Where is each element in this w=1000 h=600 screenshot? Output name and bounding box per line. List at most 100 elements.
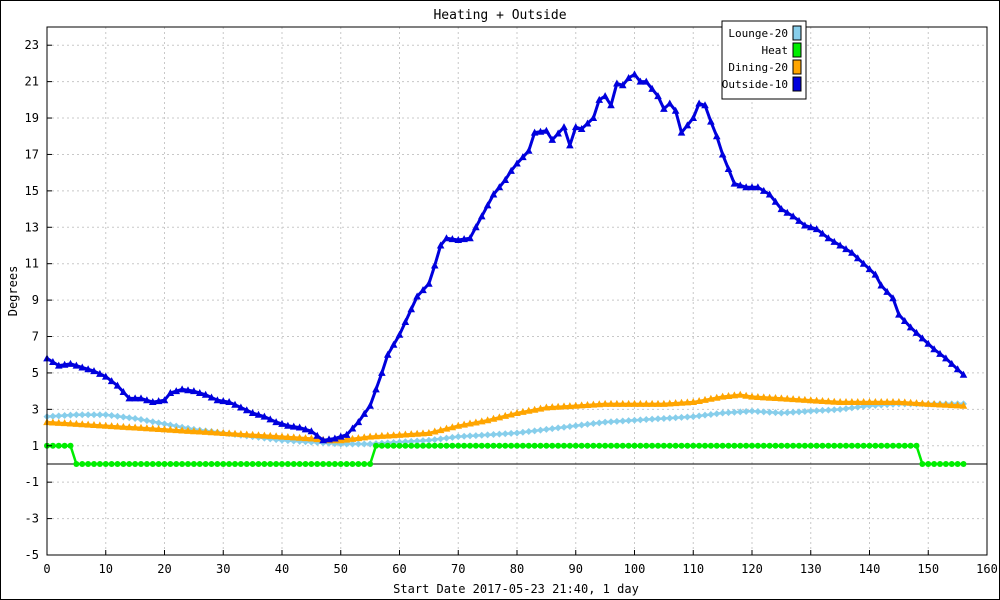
data-point xyxy=(483,416,492,424)
data-point xyxy=(307,427,316,435)
data-point xyxy=(460,432,468,440)
data-point xyxy=(812,396,821,404)
data-point xyxy=(713,410,721,418)
data-point xyxy=(143,417,151,425)
data-point xyxy=(148,424,157,432)
data-point xyxy=(777,394,786,402)
data-point xyxy=(548,403,557,411)
data-point xyxy=(566,402,574,410)
data-point xyxy=(272,432,280,440)
data-point xyxy=(542,425,550,433)
data-point xyxy=(519,407,527,415)
data-point xyxy=(232,460,238,467)
data-point xyxy=(730,408,738,416)
data-point xyxy=(108,460,115,467)
data-point xyxy=(578,442,585,449)
data-point xyxy=(601,399,609,407)
data-point xyxy=(707,117,715,125)
data-point xyxy=(137,394,145,402)
data-point xyxy=(642,77,651,85)
data-point xyxy=(654,92,662,100)
data-point xyxy=(672,414,680,422)
data-point xyxy=(430,261,439,269)
x-tick-label: 30 xyxy=(216,562,230,576)
data-point xyxy=(378,431,386,439)
data-point xyxy=(936,400,944,408)
data-point xyxy=(595,419,603,427)
data-point xyxy=(149,460,156,467)
data-point xyxy=(96,369,104,377)
data-point xyxy=(953,401,962,409)
data-point xyxy=(895,398,903,406)
data-point xyxy=(754,392,762,400)
y-tick-label: -3 xyxy=(25,512,39,526)
data-point xyxy=(643,442,650,449)
data-point xyxy=(613,399,621,407)
data-point xyxy=(448,423,457,431)
data-point xyxy=(495,183,504,191)
data-point xyxy=(295,433,304,441)
legend-label: Dining-20 xyxy=(728,61,788,74)
data-point xyxy=(924,399,933,407)
data-point xyxy=(807,407,815,415)
data-point xyxy=(672,442,679,449)
data-point xyxy=(190,460,197,467)
data-point xyxy=(736,408,744,416)
data-point xyxy=(219,397,228,405)
data-point xyxy=(618,399,627,407)
data-point xyxy=(618,81,627,89)
data-point xyxy=(648,399,656,407)
data-point xyxy=(314,460,321,467)
data-point xyxy=(636,416,644,424)
data-point xyxy=(84,420,92,428)
data-point xyxy=(912,328,921,336)
data-point xyxy=(625,442,632,449)
data-point xyxy=(331,434,339,442)
data-point xyxy=(267,460,274,467)
data-point xyxy=(530,128,539,136)
data-point xyxy=(554,402,562,410)
data-point xyxy=(148,398,157,406)
data-point xyxy=(731,442,738,449)
data-point xyxy=(813,407,821,415)
data-point xyxy=(871,398,880,406)
data-point xyxy=(683,121,692,129)
data-point xyxy=(442,234,451,242)
data-point xyxy=(665,99,674,107)
x-tick-label: 70 xyxy=(451,562,465,576)
y-tick-label: -5 xyxy=(25,548,39,562)
data-point xyxy=(590,442,597,449)
plot-background xyxy=(47,27,987,555)
x-tick-label: 90 xyxy=(569,562,583,576)
data-point xyxy=(924,339,933,347)
data-point xyxy=(801,395,809,403)
data-point xyxy=(772,442,779,449)
x-tick-label: 40 xyxy=(275,562,289,576)
data-point xyxy=(900,317,909,325)
data-point xyxy=(273,460,280,467)
data-point xyxy=(425,436,433,444)
data-point xyxy=(589,114,598,122)
data-point xyxy=(436,426,445,434)
data-point xyxy=(819,406,826,414)
data-point xyxy=(125,423,134,431)
data-point xyxy=(677,398,686,406)
data-point xyxy=(748,407,756,415)
x-tick-label: 150 xyxy=(917,562,939,576)
data-point xyxy=(760,408,768,416)
data-point xyxy=(61,412,69,420)
data-point xyxy=(678,413,685,421)
data-point xyxy=(389,431,398,439)
data-point xyxy=(119,388,128,396)
data-point xyxy=(413,437,421,445)
data-point xyxy=(948,460,955,467)
data-point xyxy=(877,398,886,406)
data-point xyxy=(319,436,327,444)
data-point xyxy=(490,430,497,438)
data-point xyxy=(79,460,86,467)
data-point xyxy=(254,431,263,439)
data-point xyxy=(143,424,151,432)
data-point xyxy=(577,401,586,409)
data-point xyxy=(420,442,426,449)
